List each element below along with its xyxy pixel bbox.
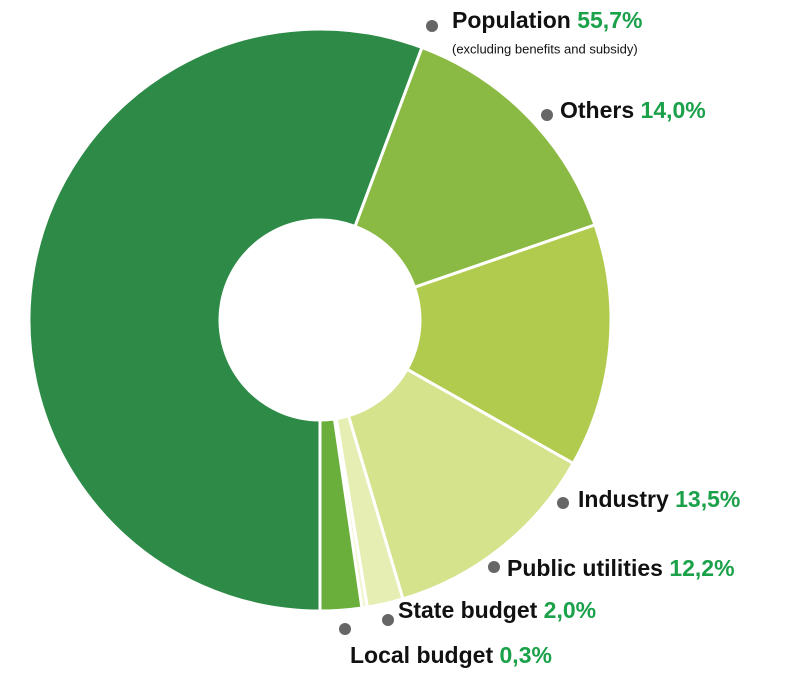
category-name: Local budget — [350, 642, 493, 668]
value-label: 55,7% — [577, 7, 642, 33]
slice-label: Industry 13,5% — [578, 486, 740, 512]
value-label: 12,2% — [669, 555, 734, 581]
legend-dot — [339, 623, 351, 635]
value-label: 13,5% — [675, 486, 740, 512]
legend-dot — [488, 561, 500, 573]
slice-label: State budget 2,0% — [398, 597, 596, 623]
category-name: State budget — [398, 597, 538, 623]
annotation: (excluding benefits and subsidy) — [452, 41, 638, 56]
slice-label: Public utilities 12,2% — [507, 555, 735, 581]
category-name: Industry — [578, 486, 669, 512]
slice — [318, 417, 364, 613]
category-name: Population — [452, 7, 571, 33]
slice-label: Others 14,0% — [560, 97, 706, 123]
slice — [346, 367, 576, 601]
slice-label: Local budget 0,3% — [350, 642, 552, 668]
slice — [404, 222, 613, 466]
legend-dot — [557, 497, 569, 509]
slice-label: Population 55,7% — [452, 7, 642, 33]
value-label: 2,0% — [544, 597, 596, 623]
legend-dot — [426, 20, 438, 32]
category-name: Others — [560, 97, 634, 123]
value-label: 14,0% — [641, 97, 706, 123]
legend-dot — [382, 614, 394, 626]
category-name: Public utilities — [507, 555, 663, 581]
value-label: 0,3% — [500, 642, 552, 668]
slice — [27, 27, 424, 613]
legend-dot — [541, 109, 553, 121]
slice — [353, 45, 597, 290]
